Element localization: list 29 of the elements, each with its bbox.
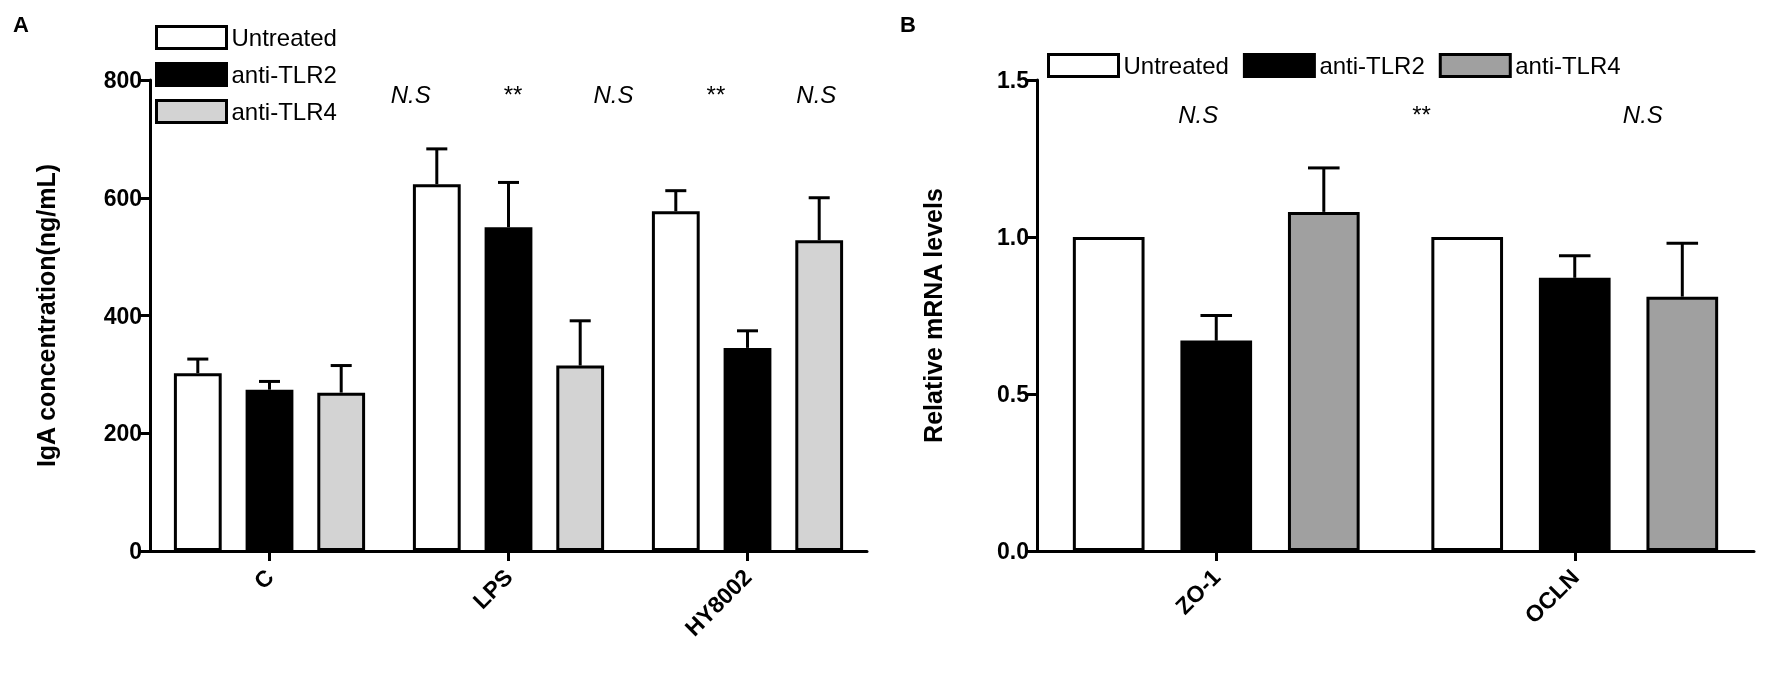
x-tick-label: LPS: [467, 563, 518, 614]
legend-label: anti-TLR4: [1515, 52, 1621, 79]
y-axis-title: IgA concentration(ng/mL): [31, 163, 60, 468]
y-tick-label: 0: [129, 538, 142, 564]
legend-label: anti-TLR2: [231, 61, 337, 88]
y-tick-label: 0.0: [997, 538, 1029, 564]
y-tick-label: 800: [103, 67, 142, 93]
annotation: N.S: [390, 80, 431, 108]
annotation: **: [1411, 100, 1431, 128]
y-tick-label: 200: [103, 420, 142, 447]
y-tick-label: 1.5: [997, 67, 1030, 93]
y-tick-label: 0.5: [997, 381, 1030, 407]
annotation: N.S: [796, 80, 837, 108]
x-tick-label: C: [248, 563, 279, 594]
y-tick-label: 600: [103, 184, 142, 211]
chart-title: B: [900, 11, 916, 37]
legend-label: Untreated: [231, 24, 337, 51]
y-tick-label: 1.0: [997, 224, 1029, 250]
annotation: N.S: [593, 80, 634, 108]
legend-label: anti-TLR2: [1319, 52, 1425, 79]
annotation: **: [502, 80, 523, 108]
annotation: N.S: [1178, 100, 1219, 128]
annotation: **: [705, 80, 725, 108]
y-axis-title: Relative mRNA levels: [918, 188, 947, 443]
legend-label: Untreated: [1123, 52, 1229, 79]
annotation: N.S: [1622, 100, 1663, 128]
legend-label: anti-TLR4: [231, 98, 337, 125]
chart-title: A: [13, 11, 29, 37]
y-tick-label: 400: [103, 302, 142, 329]
